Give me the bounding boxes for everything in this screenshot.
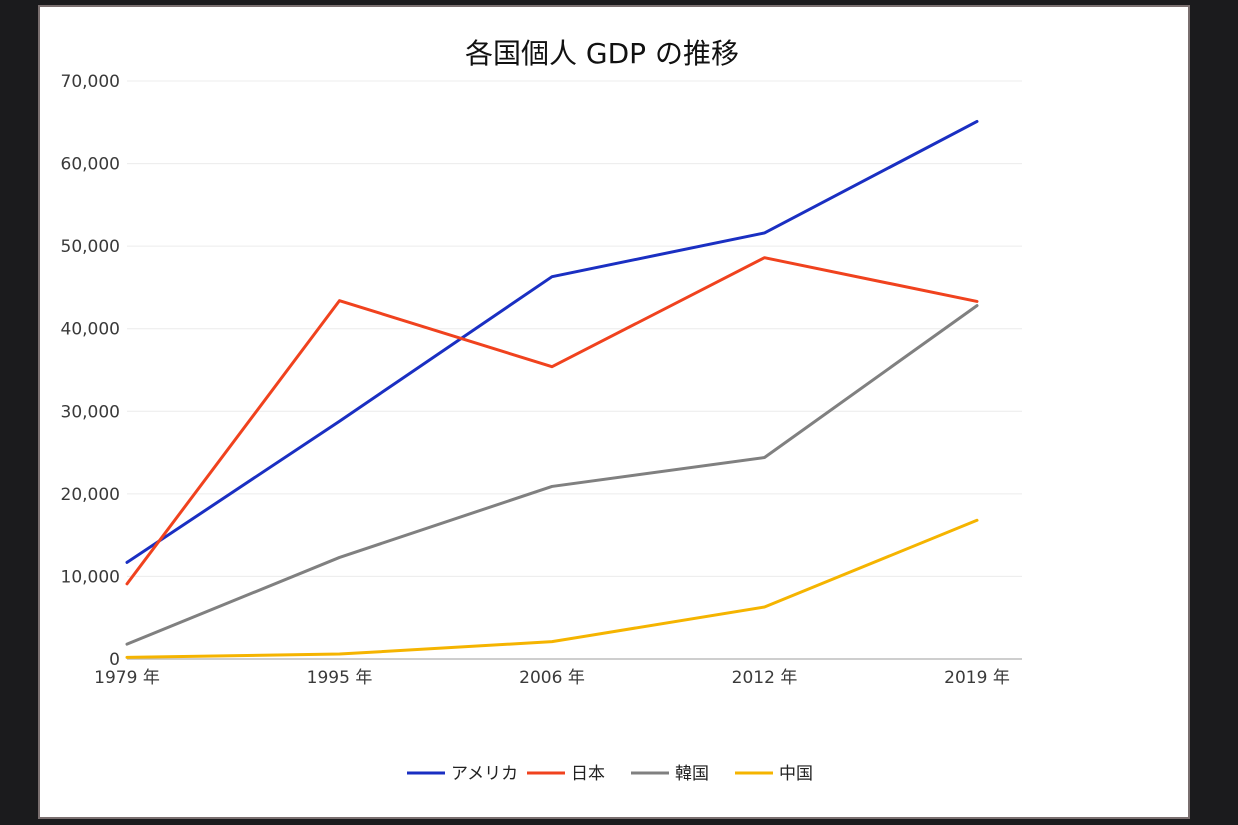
legend-label: 日本 (571, 764, 605, 784)
series-line (125, 304, 979, 646)
x-tick-label: 1995 年 (307, 668, 373, 688)
x-axis: 1979 年 1995 年 2006 年 2012 年 2019 年 (94, 668, 1010, 688)
series-line (125, 518, 979, 659)
y-tick-label: 50,000 (61, 237, 120, 257)
y-tick-label: 20,000 (61, 485, 120, 505)
series-lines (125, 119, 979, 659)
line-chart: 各国個人 GDP の推移 0 10,000 20,000 30,000 40,000 50… (61, 37, 1022, 784)
series-line (125, 256, 979, 586)
y-tick-label: 30,000 (61, 402, 120, 422)
y-axis: 0 10,000 20,000 30,000 40,000 50,000 60,000 70,… (61, 72, 120, 670)
y-tick-label: 60,000 (61, 155, 120, 175)
legend-label: 韓国 (675, 764, 709, 784)
legend: アメリカ 日本 韓国 中国 (407, 764, 813, 784)
y-tick-label: 0 (109, 650, 120, 670)
y-tick-label: 70,000 (61, 72, 120, 92)
legend-label: 中国 (779, 764, 813, 784)
x-tick-label: 2012 年 (732, 668, 798, 688)
chart-frame: 各国個人 GDP の推移 0 10,000 20,000 30,000 40,000 50… (38, 5, 1190, 819)
x-tick-label: 2006 年 (519, 668, 585, 688)
gridlines (127, 80, 1022, 660)
series-line (125, 119, 979, 564)
x-tick-label: 1979 年 (94, 668, 160, 688)
legend-label: アメリカ (451, 764, 518, 784)
y-tick-label: 40,000 (61, 320, 120, 340)
chart-title: 各国個人 GDP の推移 (465, 37, 739, 70)
y-tick-label: 10,000 (61, 567, 120, 587)
x-tick-label: 2019 年 (944, 668, 1010, 688)
